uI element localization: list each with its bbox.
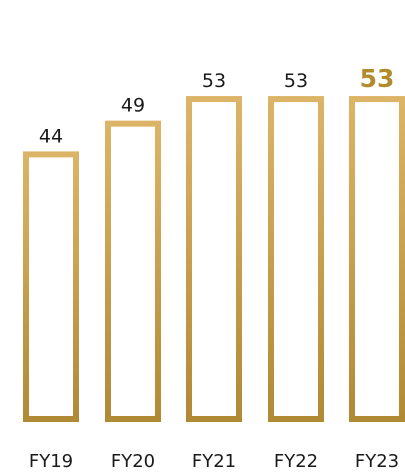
category-labels-group: FY19 FY20 FY21 FY22 FY23 xyxy=(29,451,399,472)
bars-group xyxy=(23,96,405,423)
category-label-fy23: FY23 xyxy=(355,451,399,472)
value-label-fy19: 44 xyxy=(39,125,63,147)
category-label-fy22: FY22 xyxy=(274,451,318,472)
bar-fy23 xyxy=(349,96,405,423)
bar-fy21 xyxy=(186,96,242,423)
category-label-fy21: FY21 xyxy=(192,451,236,472)
value-label-fy23: 53 xyxy=(360,64,395,93)
value-labels-group: 44 49 53 53 53 xyxy=(39,64,394,147)
bar-fy19 xyxy=(23,151,79,422)
bar-fy22 xyxy=(268,96,324,423)
value-label-fy20: 49 xyxy=(121,95,145,117)
value-label-fy21: 53 xyxy=(202,70,226,92)
bar-fy20 xyxy=(105,120,161,423)
value-label-fy22: 53 xyxy=(284,70,308,92)
category-label-fy20: FY20 xyxy=(111,451,155,472)
category-label-fy19: FY19 xyxy=(29,451,73,472)
